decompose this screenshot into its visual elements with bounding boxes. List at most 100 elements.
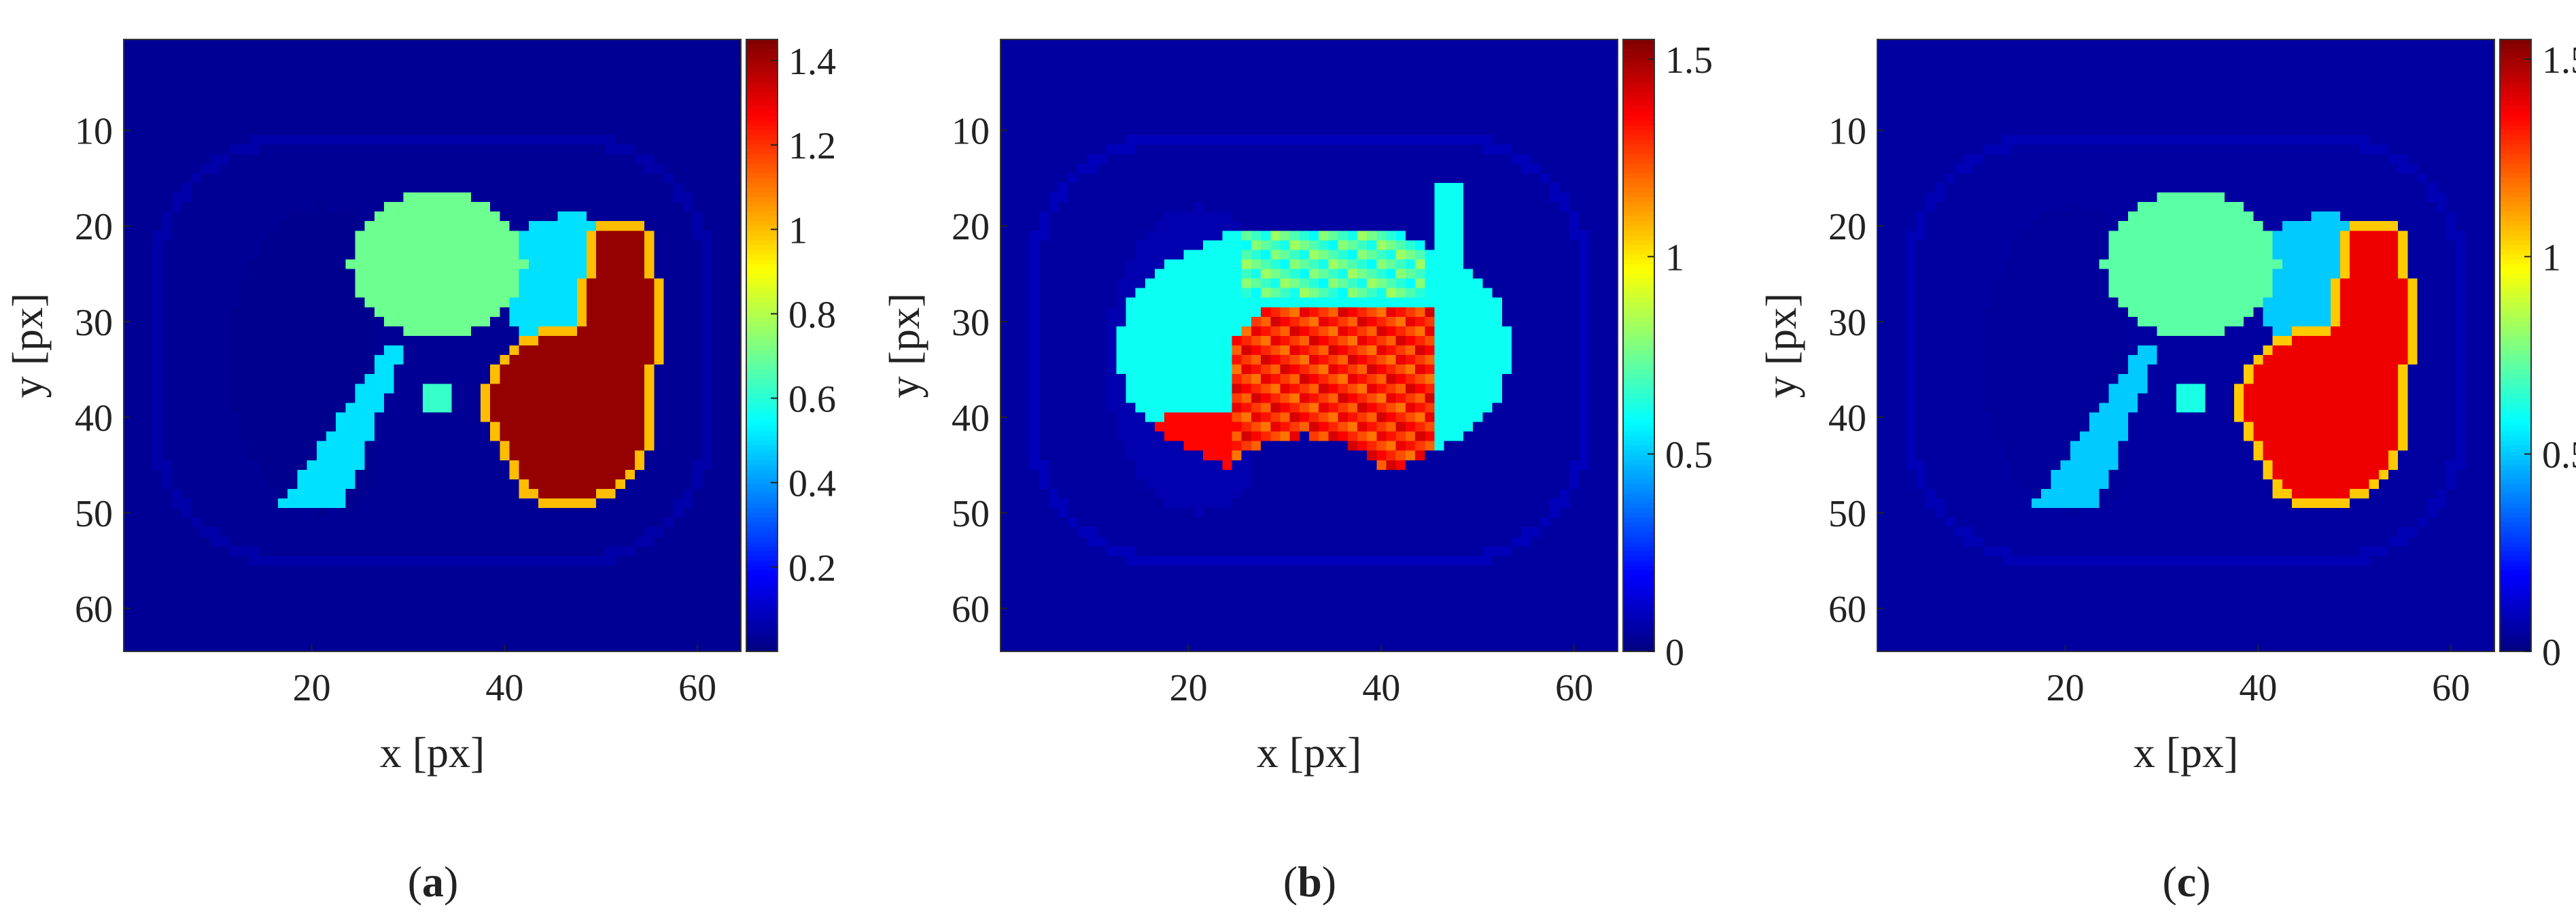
heatmap-cell — [634, 211, 645, 222]
heatmap-cell — [288, 154, 298, 165]
heatmap-cell — [364, 163, 375, 174]
heatmap-cell — [721, 613, 732, 624]
heatmap-cell — [654, 240, 665, 250]
heatmap-cell — [1444, 58, 1455, 69]
heatmap-cell — [191, 575, 202, 585]
heatmap-cell — [432, 345, 442, 356]
heatmap-cell — [587, 202, 597, 212]
heatmap-cell — [171, 622, 182, 633]
heatmap-cell — [133, 259, 143, 270]
colorbar-segment — [746, 73, 778, 79]
heatmap-cell — [625, 441, 636, 452]
heatmap-cell — [712, 384, 723, 394]
heatmap-cell — [413, 144, 423, 155]
heatmap-cell — [702, 488, 713, 499]
heatmap-cell — [702, 345, 713, 356]
heatmap-cell — [171, 546, 182, 556]
heatmap-cell — [171, 106, 182, 117]
heatmap-cell — [567, 335, 578, 346]
heatmap-cell — [538, 622, 549, 633]
heatmap-cell — [336, 221, 346, 231]
heatmap-cell — [258, 412, 269, 423]
heatmap-cell — [470, 384, 481, 394]
heatmap-cell — [1174, 49, 1185, 59]
heatmap-cell — [1607, 106, 1618, 117]
heatmap-cell — [712, 135, 723, 146]
heatmap-cell — [239, 393, 250, 403]
heatmap-cell — [355, 288, 366, 299]
heatmap-cell — [210, 613, 221, 624]
heatmap-cell — [480, 135, 491, 146]
heatmap-cell — [1492, 68, 1503, 78]
heatmap-cell — [712, 488, 723, 499]
heatmap-cell — [615, 297, 626, 308]
heatmap-cell — [451, 163, 462, 174]
heatmap-cell — [1444, 78, 1455, 88]
heatmap-cell — [230, 384, 240, 394]
heatmap-cell — [316, 594, 327, 605]
heatmap-cell — [587, 335, 597, 346]
heatmap-cell — [615, 345, 626, 356]
heatmap-cell — [288, 307, 298, 318]
heatmap-cell — [1434, 97, 1445, 107]
heatmap-cell — [422, 546, 433, 556]
heatmap-cell — [712, 565, 723, 576]
heatmap-cell — [278, 116, 288, 126]
heatmap-cell — [201, 307, 211, 318]
heatmap-cell — [576, 431, 587, 442]
heatmap-cell — [403, 556, 414, 566]
heatmap-cell — [220, 288, 230, 299]
heatmap-cell — [133, 87, 143, 97]
heatmap-cell — [384, 565, 394, 576]
heatmap-cell — [1598, 106, 1609, 117]
heatmap-cell — [230, 422, 240, 432]
heatmap-cell — [1000, 49, 1011, 59]
heatmap-cell — [374, 269, 385, 279]
heatmap-cell — [143, 508, 154, 518]
heatmap-cell — [403, 326, 414, 337]
heatmap-cell — [297, 384, 308, 394]
heatmap-cell — [557, 431, 568, 442]
heatmap-cell — [171, 250, 182, 260]
heatmap-cell — [548, 78, 559, 88]
heatmap-cell — [1569, 49, 1580, 59]
heatmap-cell — [384, 613, 394, 624]
heatmap-cell — [1405, 58, 1416, 69]
heatmap-cell — [307, 584, 317, 595]
heatmap-cell — [548, 441, 559, 452]
heatmap-cell — [1550, 68, 1561, 78]
heatmap-cell — [500, 269, 510, 279]
heatmap-cell — [374, 144, 385, 155]
heatmap-cell — [451, 469, 462, 480]
heatmap-cell — [345, 575, 356, 585]
heatmap-cell — [712, 231, 723, 241]
heatmap-cell — [210, 231, 221, 241]
heatmap-cell — [587, 431, 597, 442]
heatmap-cell — [442, 431, 452, 442]
heatmap-cell — [480, 240, 491, 250]
heatmap-cell — [152, 163, 163, 174]
heatmap-cell — [721, 603, 732, 614]
heatmap-cell — [615, 393, 626, 403]
heatmap-cell — [519, 58, 529, 69]
heatmap-cell — [307, 403, 317, 413]
heatmap-cell — [355, 58, 366, 69]
colorbar-segment — [746, 426, 778, 432]
heatmap-cell — [1415, 97, 1425, 107]
heatmap-cell — [567, 603, 578, 614]
heatmap-cell — [1213, 87, 1223, 97]
heatmap-cell — [1068, 125, 1079, 136]
heatmap-cell — [1068, 68, 1079, 78]
colorbar-segment — [746, 182, 778, 188]
heatmap-cell — [1492, 106, 1503, 117]
heatmap-cell — [693, 288, 703, 299]
heatmap-cell — [596, 288, 606, 299]
heatmap-cell — [191, 231, 202, 241]
heatmap-cell — [634, 307, 645, 318]
heatmap-cell — [596, 231, 606, 241]
heatmap-cell — [528, 479, 539, 490]
heatmap-cell — [133, 173, 143, 184]
heatmap-cell — [644, 182, 655, 193]
heatmap-cell — [644, 450, 655, 461]
heatmap-cell — [721, 326, 732, 337]
